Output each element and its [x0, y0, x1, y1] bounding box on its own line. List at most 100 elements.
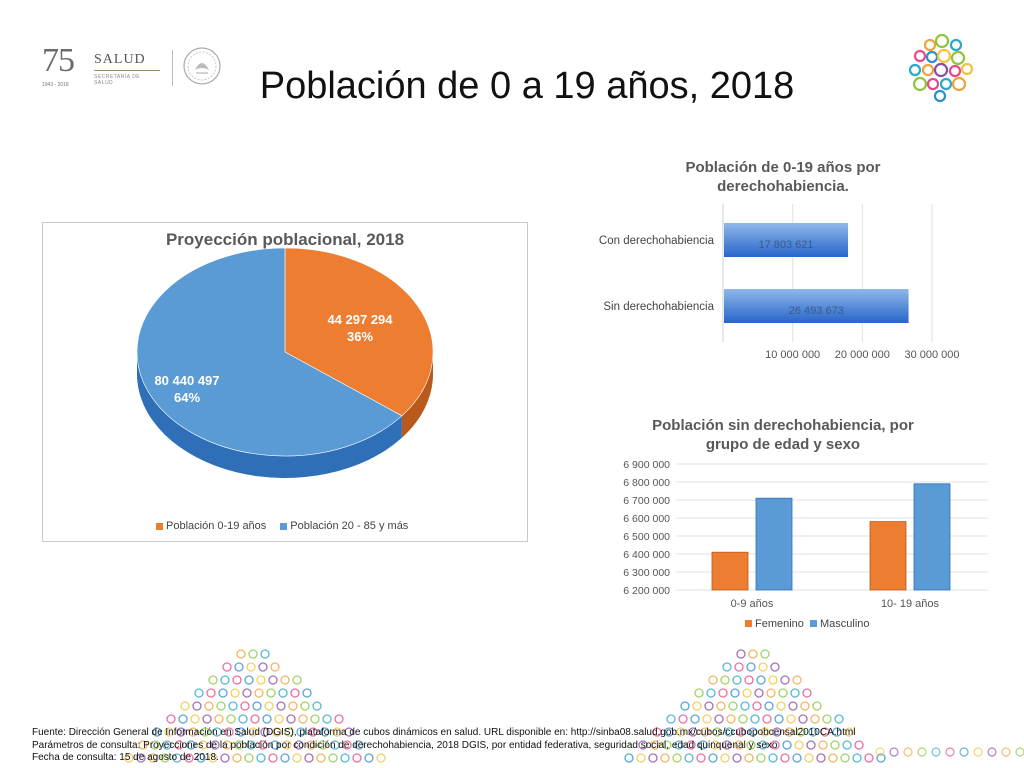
decor-ring — [172, 753, 182, 763]
decor-ring — [194, 688, 204, 698]
decor-ring — [124, 753, 134, 763]
decor-ring — [290, 688, 300, 698]
decor-ring — [236, 649, 246, 659]
decor-ring — [732, 675, 742, 685]
decor-ring — [794, 740, 804, 750]
decor-ring — [148, 753, 158, 763]
decor-ring — [320, 727, 330, 737]
vbar-ytick-4: 6 600 000 — [623, 513, 670, 525]
decor-ring — [744, 753, 754, 763]
decor-ring — [202, 714, 212, 724]
decor-ring — [300, 701, 310, 711]
decor-ring — [818, 740, 828, 750]
decor-ring — [692, 701, 702, 711]
decor-ring — [270, 740, 280, 750]
decor-ring — [652, 727, 662, 737]
decor-ring — [784, 727, 794, 737]
decor-ring — [758, 662, 768, 672]
decor-ring — [714, 714, 724, 724]
decor-ring — [216, 701, 226, 711]
decor-ring — [638, 740, 648, 750]
decor-ring — [302, 688, 312, 698]
decor-ring — [698, 740, 708, 750]
decor-ring — [852, 753, 862, 763]
colorful-rings-logo-icon — [900, 32, 980, 108]
decor-ring — [270, 662, 280, 672]
hbar-chart-title: Población de 0-19 años por derechohabien… — [685, 159, 881, 195]
source-line-2: Parámetros de consulta: Proyecciones de … — [32, 739, 778, 751]
decor-ring — [258, 740, 268, 750]
decor-ring — [352, 753, 362, 763]
decor-ring — [258, 662, 268, 672]
decor-ring — [220, 753, 230, 763]
decor-ring — [292, 675, 302, 685]
decor-ring — [330, 740, 340, 750]
logo-salud-sub: SECRETARÍA DE SALUD — [94, 74, 141, 86]
logo-divider — [172, 50, 173, 86]
vbar-bar-0-1 — [755, 497, 793, 591]
decor-ring — [220, 675, 230, 685]
decor-ring — [246, 740, 256, 750]
decor-ring — [889, 747, 899, 757]
decor-ring — [696, 753, 706, 763]
pie-chart-title: Proyección poblacional, 2018 — [165, 230, 405, 249]
decor-ring — [184, 753, 194, 763]
decor-ring — [196, 753, 206, 763]
decor-ring — [734, 662, 744, 672]
decor-ring — [210, 740, 220, 750]
hbar-xtick-1: 20 000 000 — [835, 349, 890, 361]
decor-ring — [728, 701, 738, 711]
decor-ring — [710, 740, 720, 750]
decor-ring — [266, 688, 276, 698]
pie-legend: Población 0-19 años Población 20 - 85 y … — [156, 518, 428, 534]
decor-ring — [224, 727, 234, 737]
decor-ring — [742, 688, 752, 698]
decor-ring — [1001, 747, 1011, 757]
source-line-1: Fuente: Dirección General de Información… — [32, 727, 856, 738]
vbar-ytick-7: 6 900 000 — [623, 459, 670, 471]
decor-ring — [188, 727, 198, 737]
decor-ring — [903, 747, 913, 757]
decor-ring — [262, 714, 272, 724]
pie-side-0-0 — [401, 352, 433, 438]
hbar-value-label-0: 17 803 621 — [758, 239, 813, 251]
decor-ring — [760, 727, 770, 737]
decor-ring — [959, 747, 969, 757]
decor-ring — [748, 649, 758, 659]
decor-ring — [746, 740, 756, 750]
decor-ring — [770, 740, 780, 750]
decor-ring — [768, 753, 778, 763]
decor-ring — [678, 714, 688, 724]
pie-legend-swatch-0 — [156, 522, 163, 530]
vbar-legend-swatch-1 — [810, 620, 817, 627]
decor-ring — [722, 662, 732, 672]
decor-ring — [945, 747, 955, 757]
decor-ring — [278, 688, 288, 698]
pie-side-1-0 — [137, 352, 402, 479]
decor-ring — [260, 649, 270, 659]
vbar-ytick-5: 6 700 000 — [623, 495, 670, 507]
decor-ring — [840, 753, 850, 763]
decor-ring — [340, 753, 350, 763]
decor-ring — [842, 740, 852, 750]
decor-ring — [1015, 747, 1024, 757]
decor-ring — [716, 701, 726, 711]
decor-ring — [808, 727, 818, 737]
decor-ring — [684, 753, 694, 763]
decor-ring — [732, 753, 742, 763]
decor-ring — [306, 740, 316, 750]
decor-ring — [694, 688, 704, 698]
vbar-bar-1-0 — [869, 521, 907, 591]
decor-ring — [292, 753, 302, 763]
decor-ring — [700, 727, 710, 737]
decor-ring — [252, 701, 262, 711]
decor-ring — [810, 714, 820, 724]
decor-ring — [268, 753, 278, 763]
decor-ring — [875, 747, 885, 757]
decor-ring — [238, 714, 248, 724]
pie-chart: 44 297 294 36% 80 440 497 64% — [136, 247, 434, 479]
decor-ring — [666, 714, 676, 724]
decor-ring — [790, 688, 800, 698]
vbar-chart-title: Población sin derechohabiencia, por grup… — [652, 417, 914, 453]
decor-ring — [876, 753, 886, 763]
